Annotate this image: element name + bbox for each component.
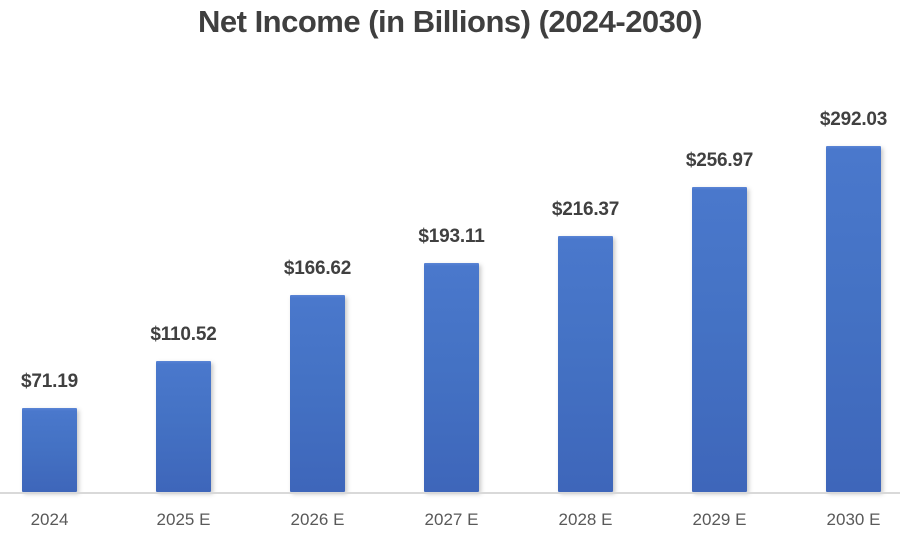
x-axis-label-2027e: 2027 E [424, 510, 479, 529]
plot-area: $71.19 $110.52 $166.62 $193.11 $216.37 $… [0, 45, 900, 494]
chart-title: Net Income (in Billions) (2024-2030) [198, 4, 702, 39]
bar-2026e [290, 295, 345, 492]
x-axis-line [0, 492, 900, 494]
x-axis-label-2028e: 2028 E [558, 510, 613, 529]
bar-value-label-2028e: $216.37 [551, 199, 620, 220]
x-axis-label-2026e: 2026 E [290, 510, 345, 529]
x-axis-label-2025e: 2025 E [156, 510, 211, 529]
bar-2028e [558, 236, 613, 492]
bar-2027e [424, 263, 479, 492]
bar-group-2027e: $193.11 [385, 226, 519, 492]
x-axis-label-2024: 2024 [30, 510, 69, 529]
bar-group-2028e: $216.37 [519, 199, 653, 492]
bar-group-2029e: $256.97 [653, 150, 787, 492]
bar-2029e [692, 187, 747, 492]
bar-value-label-2025e: $110.52 [150, 324, 217, 345]
bar-value-label-2030e: $292.03 [819, 109, 888, 130]
x-axis-label-2030e: 2030 E [826, 510, 881, 529]
bar-value-label-2029e: $256.97 [685, 150, 754, 171]
bar-2030e [826, 146, 881, 492]
bar-2024 [22, 408, 77, 492]
bar-group-2025e: $110.52 [117, 324, 251, 492]
bar-value-label-2024: $71.19 [21, 371, 78, 392]
bar-value-label-2026e: $166.62 [283, 258, 352, 279]
bar-value-label-2027e: $193.11 [418, 226, 485, 247]
bar-group-2030e: $292.03 [787, 109, 900, 492]
bar-2025e [156, 361, 211, 492]
bar-group-2026e: $166.62 [251, 258, 385, 492]
bar-group-2024: $71.19 [0, 371, 117, 492]
x-axis-labels: 2024 2025 E 2026 E 2027 E 2028 E 2029 E … [0, 494, 900, 544]
x-axis-label-2029e: 2029 E [692, 510, 747, 529]
